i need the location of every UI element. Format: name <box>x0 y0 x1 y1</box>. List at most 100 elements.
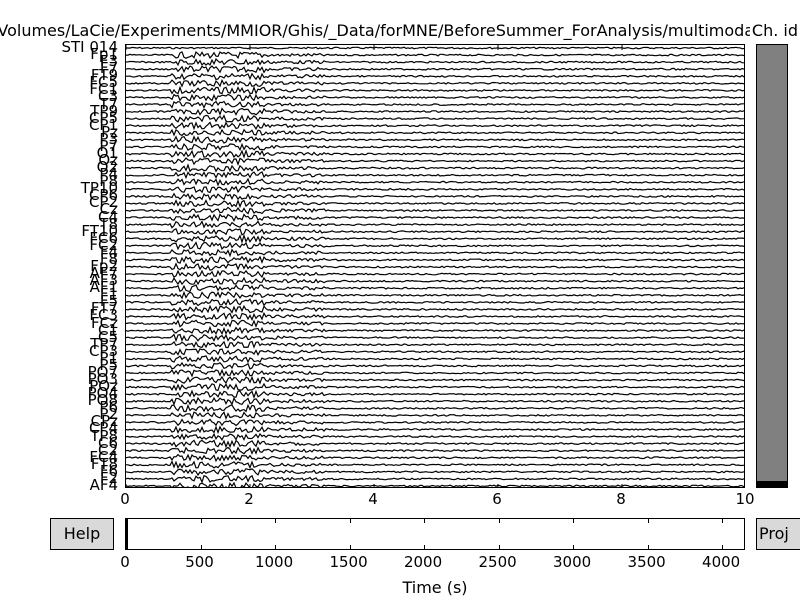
channel-trace <box>126 171 744 180</box>
channel-label[interactable]: FT10 <box>81 221 118 240</box>
channel-label[interactable]: CP4 <box>88 419 118 438</box>
channel-label[interactable]: PO3 <box>87 370 118 389</box>
channel-label[interactable]: F3 <box>99 52 118 71</box>
channel-trace <box>126 311 744 322</box>
channel-trace <box>126 65 744 74</box>
channel-label[interactable]: TP10 <box>80 179 118 198</box>
channel-label[interactable]: FC6 <box>89 228 118 247</box>
channel-label[interactable]: O2 <box>96 158 118 177</box>
channel-label[interactable]: FC5 <box>89 73 118 92</box>
channel-label[interactable]: FCz <box>91 313 118 332</box>
channel-label[interactable]: FT9 <box>90 66 118 85</box>
channel-label[interactable]: C1 <box>97 320 118 339</box>
channel-label[interactable]: P4 <box>99 165 118 184</box>
channel-label[interactable]: F8 <box>99 249 118 268</box>
channel-label[interactable]: CP3 <box>88 341 118 360</box>
channel-trace <box>126 403 744 413</box>
channel-labels: STI 014 Fp1 F3 F7 FT9 FC5 FC1 C3 T7 TP9 CP5 CP1 Pz P3… <box>0 38 124 493</box>
proj-button[interactable]: Proj <box>756 518 800 550</box>
channel-label[interactable]: STI 014 <box>61 38 118 56</box>
channel-label[interactable]: Oz <box>98 151 118 170</box>
channel-scrollbar-thumb[interactable] <box>757 481 787 487</box>
channel-label[interactable]: C3 <box>97 87 118 106</box>
channel-label[interactable]: P5 <box>99 355 118 374</box>
overview-axis-ticks: 0 500 1000 1500 2000 2500 3000 3500 4000 <box>120 553 745 573</box>
channel-trace <box>126 248 744 258</box>
channel-label[interactable]: C5 <box>97 327 118 346</box>
channel-trace <box>126 333 744 343</box>
help-button[interactable]: Help <box>50 518 114 550</box>
channel-trace <box>126 355 744 364</box>
channel-scrollbar[interactable] <box>756 44 788 488</box>
channel-label[interactable]: CP1 <box>88 115 118 134</box>
channel-label[interactable]: F2 <box>99 468 118 487</box>
channel-label[interactable]: F6 <box>99 461 118 480</box>
channel-label[interactable]: AF3 <box>89 271 118 290</box>
channel-label[interactable]: Fp1 <box>90 45 118 64</box>
file-path-title: /Volumes/LaCie/Experiments/MMIOR/Ghis/_D… <box>0 21 800 40</box>
channel-label[interactable]: Cz <box>99 200 118 219</box>
channel-trace <box>126 290 744 300</box>
channel-trace <box>126 50 744 60</box>
channel-label[interactable]: FC1 <box>89 80 118 99</box>
overview-tick-mark <box>275 519 277 523</box>
overview-tick-label: 2500 <box>478 553 517 571</box>
channel-label[interactable]: C4 <box>97 207 118 226</box>
channel-label[interactable]: T8 <box>99 214 118 233</box>
channel-label[interactable]: PO7 <box>87 362 118 381</box>
channel-label[interactable]: F1 <box>99 285 118 304</box>
channel-label[interactable]: FC3 <box>89 306 118 325</box>
channel-label[interactable]: CPz <box>90 412 118 431</box>
channel-label[interactable]: CP6 <box>88 186 118 205</box>
channel-trace <box>126 128 744 137</box>
channel-label[interactable]: Pz <box>101 122 118 141</box>
channel-label[interactable]: P8 <box>99 172 118 191</box>
channel-label[interactable]: FC2 <box>89 235 118 254</box>
channel-label[interactable]: O1 <box>96 143 118 162</box>
channel-trace <box>126 453 744 463</box>
channel-label[interactable]: AF7 <box>89 264 118 283</box>
channel-label[interactable]: CP2 <box>88 193 118 212</box>
channel-trace <box>126 107 744 117</box>
channel-trace <box>126 368 744 378</box>
channel-trace <box>126 348 744 357</box>
channel-label[interactable]: PO4 <box>87 384 118 403</box>
channel-label[interactable]: F5 <box>99 292 118 311</box>
channel-label[interactable]: CP5 <box>88 108 118 127</box>
channel-label[interactable]: AF4 <box>89 476 118 494</box>
channel-label[interactable]: F7 <box>99 59 118 78</box>
traces-plot-area[interactable] <box>125 44 745 488</box>
traces-svg <box>126 45 744 487</box>
overview-tick-label: 2000 <box>403 553 443 571</box>
channel-label[interactable]: P7 <box>99 136 118 155</box>
overview-tick-mark <box>349 519 351 523</box>
channel-label[interactable]: AF1 <box>89 278 118 297</box>
time-scrollbar-thumb[interactable] <box>126 519 128 549</box>
time-tick-label: 8 <box>616 490 626 508</box>
channel-trace <box>126 206 744 215</box>
channel-label[interactable]: PO8 <box>87 391 118 410</box>
channel-label[interactable]: FC4 <box>89 447 118 466</box>
channel-label[interactable]: TP7 <box>90 334 118 353</box>
time-scrollbar[interactable] <box>125 518 745 550</box>
channel-label[interactable]: C2 <box>97 440 118 459</box>
channel-label[interactable]: P1 <box>99 348 118 367</box>
channel-label[interactable]: P2 <box>99 405 118 424</box>
channel-label[interactable]: Fp2 <box>90 257 118 275</box>
channel-label[interactable]: POz <box>89 377 118 396</box>
channel-label[interactable]: C6 <box>97 433 118 452</box>
channel-label[interactable]: FT7 <box>90 299 118 318</box>
channel-trace <box>126 396 744 406</box>
channel-label[interactable]: P3 <box>99 129 118 148</box>
channel-label[interactable]: FT8 <box>90 454 118 473</box>
channel-trace <box>126 340 744 349</box>
channel-label[interactable]: F4 <box>99 242 118 261</box>
channel-label[interactable]: TP8 <box>90 426 118 445</box>
channel-label[interactable]: T7 <box>99 94 118 113</box>
channel-label[interactable]: P6 <box>99 398 118 417</box>
channel-label[interactable]: TP9 <box>90 101 118 120</box>
channel-trace <box>126 227 744 236</box>
channel-trace <box>126 361 744 370</box>
channel-trace <box>126 474 744 484</box>
overview-tick-label: 1500 <box>329 553 368 571</box>
